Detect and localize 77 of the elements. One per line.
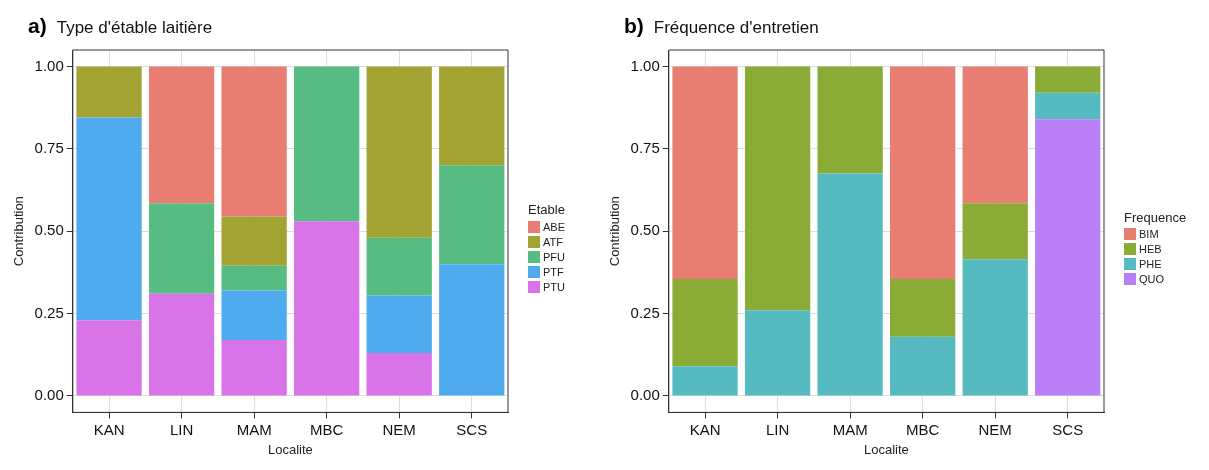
y-tick-label: 0.25 [34, 303, 64, 321]
y-tick-label: 0.25 [630, 303, 660, 321]
y-tick-label: 1.00 [630, 56, 660, 74]
bar [294, 221, 360, 396]
x-tick-label: SCS [456, 420, 488, 438]
bar [439, 264, 505, 396]
bar [962, 259, 1028, 396]
bar [890, 66, 956, 279]
x-tick-label: KAN [93, 420, 125, 438]
legend-label: PHE [1139, 258, 1162, 270]
chart-title: Fréquence d'entretien [653, 18, 819, 38]
legend-label: ABE [543, 220, 566, 233]
legend-label: HEB [1139, 243, 1162, 255]
x-tick-label: MAM [236, 420, 272, 438]
bar [962, 66, 1028, 204]
legend-title: Etable [528, 202, 566, 217]
bar [221, 66, 287, 217]
bar [962, 203, 1028, 260]
bar [366, 295, 432, 354]
legend-label: PTU [543, 280, 565, 293]
y-axis-title: Contribution [607, 196, 623, 267]
x-tick-label: LIN [169, 420, 194, 438]
bar [1035, 92, 1101, 120]
legend-label: QUO [1139, 273, 1165, 285]
y-tick-label: 1.00 [34, 56, 64, 74]
x-tick-label: MBC [309, 420, 344, 438]
x-tick-label: NEM [978, 420, 1012, 438]
x-tick-label: MAM [832, 420, 868, 438]
bar [890, 336, 956, 396]
y-tick-label: 0.00 [630, 386, 660, 404]
bar [76, 320, 142, 396]
bar [221, 290, 287, 340]
x-tick-label: SCS [1052, 420, 1084, 438]
text: a) [28, 14, 47, 38]
bar [1035, 119, 1101, 396]
chart-title: Type d'étable laitière [56, 18, 213, 38]
x-tick-label: NEM [382, 420, 416, 438]
bar [1035, 66, 1101, 93]
bar [672, 278, 738, 367]
y-tick-label: 0.00 [34, 386, 64, 404]
bar [366, 353, 432, 396]
bar [439, 165, 505, 265]
bar [148, 203, 215, 294]
bar [294, 66, 360, 222]
y-tick-label: 0.50 [630, 221, 660, 239]
bar [744, 66, 811, 311]
legend-label: PTF [543, 265, 564, 278]
y-tick-label: 0.50 [34, 221, 64, 239]
bar [672, 366, 738, 396]
bar [366, 66, 432, 238]
y-tick-label: 0.75 [34, 138, 64, 156]
bar [221, 216, 287, 266]
bar [672, 66, 738, 279]
y-tick-label: 0.75 [630, 138, 660, 156]
legend-title: Frequence [1124, 209, 1188, 225]
bar [76, 66, 142, 118]
x-axis-title: Localite [267, 441, 313, 457]
bar [817, 66, 883, 174]
bar [439, 66, 505, 166]
y-axis-title: Contribution [11, 196, 27, 267]
bar [817, 173, 883, 396]
x-tick-label: LIN [765, 420, 790, 438]
bar [221, 265, 287, 291]
bar [744, 310, 811, 396]
bar [366, 237, 432, 296]
x-axis-title: Localite [863, 441, 909, 457]
bar [221, 339, 287, 396]
bar [890, 278, 956, 337]
x-tick-label: KAN [689, 420, 721, 438]
bar [148, 293, 215, 396]
legend-label: PFU [543, 250, 565, 263]
bar [148, 66, 215, 204]
text: b) [624, 14, 644, 38]
x-tick-label: MBC [905, 420, 940, 438]
legend-label: BIM [1139, 228, 1159, 240]
bar [76, 117, 142, 321]
legend-label: ATF [543, 235, 563, 248]
